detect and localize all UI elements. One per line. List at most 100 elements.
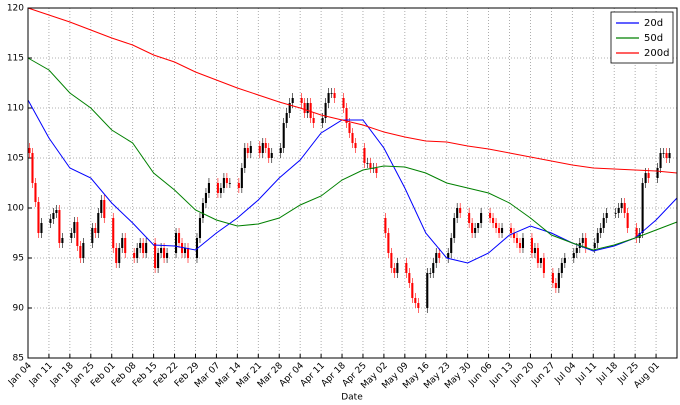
candle-body (617, 208, 620, 213)
candle-body (477, 223, 480, 228)
candle-body (285, 113, 288, 123)
candle-body (249, 146, 252, 153)
candle-body (31, 153, 34, 183)
candle-body (602, 218, 605, 228)
candle-body (312, 118, 315, 123)
candle-body (596, 233, 599, 243)
candle-body (662, 153, 665, 154)
candle-body (261, 143, 264, 153)
candle-body (518, 243, 522, 248)
candle-body (623, 203, 626, 213)
candle-body (321, 118, 324, 123)
candle-body (369, 163, 372, 168)
candle-body (354, 143, 357, 148)
candle-body (384, 218, 387, 233)
candle-body (584, 238, 587, 248)
y-tick-label: 85 (13, 354, 24, 364)
candle-body (593, 243, 596, 248)
candle-body (351, 133, 354, 143)
x-tick-label: Jul 04 (553, 361, 579, 387)
candle-body (438, 253, 441, 258)
candle-body (375, 168, 378, 173)
x-tick-label: Jan 11 (27, 361, 55, 389)
candle-body (324, 103, 327, 118)
candle-body (55, 210, 58, 213)
candle-body (647, 173, 650, 178)
candle-body (198, 218, 202, 238)
candle-body (500, 228, 504, 233)
candle-body (390, 253, 393, 268)
candle-body (432, 263, 435, 273)
candle-body (429, 273, 432, 274)
candle-body (342, 98, 345, 108)
candle-body (575, 248, 578, 253)
candle-body (581, 238, 584, 243)
candle-body (246, 148, 249, 153)
candle-body (456, 208, 459, 218)
candle-body (82, 243, 85, 258)
candle-body (599, 228, 602, 233)
candle-body (79, 246, 82, 258)
candle-body (468, 213, 471, 223)
candle-body (201, 203, 205, 218)
candle-body (495, 223, 498, 228)
candle-body (228, 183, 231, 184)
x-tick-label: Jan 18 (48, 361, 76, 389)
y-tick-label: 120 (7, 4, 24, 14)
candle-body (300, 98, 303, 103)
candle-body (183, 248, 187, 253)
x-tick-label: Jul 18 (595, 361, 621, 387)
candle-body (115, 248, 118, 263)
y-tick-label: 100 (7, 204, 24, 214)
candle-body (258, 146, 261, 153)
candle-body (563, 258, 566, 263)
candle-body (426, 273, 429, 308)
candle-body (118, 248, 121, 263)
candle-body (279, 148, 282, 153)
candle-body (387, 233, 390, 253)
candle-body (450, 238, 453, 253)
candle-body (665, 153, 668, 158)
candle-body (471, 223, 474, 233)
candle-body (73, 222, 76, 233)
candle-body (411, 283, 414, 298)
candle-body (40, 223, 43, 233)
candle-body (641, 183, 644, 233)
candle-body (521, 238, 525, 248)
candle-body (539, 258, 542, 263)
candle-body (124, 238, 127, 253)
x-tick-label: Jun 13 (488, 361, 516, 389)
candle-body (157, 253, 160, 268)
candle-body (163, 248, 166, 258)
candle-body (656, 168, 659, 178)
candle-body (453, 218, 456, 238)
legend-label: 200d (644, 48, 669, 59)
x-tick-label: Jun 27 (529, 361, 557, 389)
candle-body (405, 263, 408, 273)
candle-body (306, 103, 309, 113)
x-axis-label: Date (341, 393, 363, 403)
candle-body (121, 238, 124, 248)
candle-body (91, 228, 94, 243)
candle-body (154, 243, 157, 268)
candle-body (34, 183, 37, 202)
candle-body (515, 238, 519, 243)
candle-body (70, 233, 73, 238)
candle-body (76, 222, 79, 246)
candle-body (103, 200, 106, 218)
candle-body (303, 103, 306, 113)
candle-body (174, 233, 178, 253)
candle-body (207, 183, 210, 193)
candle-body (195, 238, 199, 258)
candle-body (635, 228, 638, 238)
y-tick-label: 90 (13, 304, 25, 314)
candle-body (644, 173, 647, 183)
candle-body (243, 148, 246, 168)
candle-body (49, 219, 52, 223)
y-tick-label: 115 (7, 54, 24, 64)
candle-body (160, 248, 163, 253)
candle-body (489, 213, 492, 218)
candle-body (267, 148, 270, 158)
candle-body (498, 228, 501, 233)
